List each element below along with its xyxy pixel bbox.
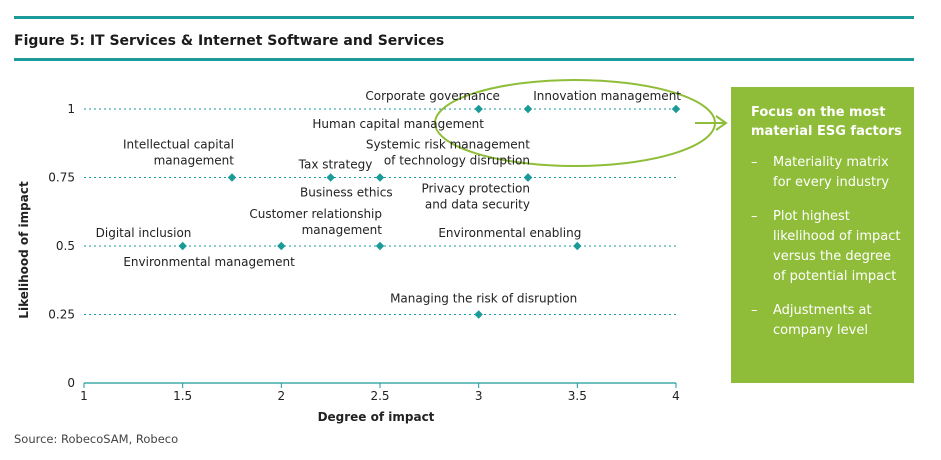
data-point-marker [474,310,483,319]
point-label: Environmental enabling [438,226,581,240]
point-label: Tax strategy [298,158,373,172]
title-bottom-rule [14,58,914,61]
x-tick-label: 2.5 [370,389,389,403]
point-label: Human capital management [312,117,484,131]
y-tick-label: 1 [67,102,75,116]
point-label-line: Human capital management [312,117,484,131]
y-tick-label: 0.25 [48,308,75,322]
point-label: Managing the risk of disruption [390,292,577,306]
point-label-line: Business ethics [300,186,393,200]
y-tick-label: 0.75 [48,171,75,185]
point-label: Customer relationship management [249,207,382,237]
point-label-line: Environmental management [123,255,295,269]
point-label: Digital inclusion [96,226,192,240]
dash-icon: – [751,155,758,170]
point-label: Environmental management [123,255,295,269]
x-tick-label: 2 [278,389,286,403]
point-label: Corporate governance [365,89,500,103]
point-label-line: Digital inclusion [96,226,192,240]
data-point-marker [573,241,582,251]
panel-bullet-text: Adjustments at company level [773,303,872,338]
point-label-line: Customer relationship [249,207,382,221]
panel-bullet: – Plot highest likelihood of impact versu… [751,207,904,287]
panel-bullet-text: Materiality matrix for every industry [773,155,890,190]
point-label: Business ethics [300,186,393,200]
point-label-line: Privacy protection [421,182,530,196]
dash-icon: – [751,303,758,318]
data-point-marker [326,173,335,182]
point-label: Privacy protection and data security [421,182,530,212]
data-point-marker [277,241,286,251]
panel-title: Focus on the most material ESG factors [751,105,902,139]
highlight-arrow-head [715,115,728,131]
point-label-line: Systemic risk management [366,138,530,152]
y-tick-label: 0 [67,376,75,390]
point-label: Intellectual capital management [123,138,234,168]
x-tick-label: 1.5 [173,389,192,403]
x-tick-label: 1 [80,389,88,403]
figure-title: Figure 5: IT Services & Internet Softwar… [14,33,445,49]
point-label-line: management [154,154,235,168]
title-top-rule [14,16,914,19]
data-point-marker [523,173,533,182]
panel-bullet: – Materiality matrix for every industry [751,153,904,193]
point-label-line: Corporate governance [365,89,500,103]
x-tick-label: 3.5 [568,389,587,403]
panel-bullet-list: – Materiality matrix for every industry –… [751,153,904,341]
focus-panel: Focus on the most material ESG factors –… [731,87,914,383]
point-label-line: management [302,223,383,237]
data-point-marker [178,241,187,251]
y-tick-label: 0.5 [56,239,75,253]
point-label-line: and data security [425,198,530,212]
point-label-line: Intellectual capital [123,138,234,152]
x-tick-label: 4 [672,389,680,403]
y-axis-title: Likelihood of impact [17,181,31,319]
data-point-marker [375,241,385,251]
point-label-line: Environmental enabling [438,226,581,240]
panel-bullet-text: Plot highest likelihood of impact versus… [773,209,901,284]
dash-icon: – [751,209,758,224]
panel-bullet: – Adjustments at company level [751,301,904,341]
point-label-line: of technology disruption [384,154,530,168]
point-label: Systemic risk management of technology di… [366,138,530,168]
x-tick-label: 3 [475,389,483,403]
x-axis-title: Degree of impact [318,410,435,424]
data-point-marker [375,173,385,182]
point-label: Innovation management [533,89,681,103]
data-point-marker [227,173,237,182]
source-note: Source: RobecoSAM, Robeco [14,432,179,446]
data-point-marker [523,104,533,114]
data-point-marker [474,104,483,114]
point-label-line: Managing the risk of disruption [390,292,577,306]
point-label-line: Innovation management [533,89,681,103]
data-point-marker [671,104,681,114]
point-label-line: Tax strategy [298,158,373,172]
